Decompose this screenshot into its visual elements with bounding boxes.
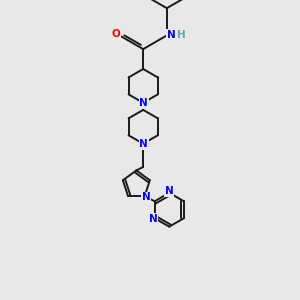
- Text: H: H: [177, 30, 186, 40]
- Text: N: N: [149, 214, 158, 224]
- Text: N: N: [167, 30, 175, 40]
- Text: O: O: [112, 29, 121, 39]
- Text: N: N: [165, 187, 174, 196]
- Text: N: N: [142, 192, 151, 202]
- Text: N: N: [140, 98, 148, 108]
- Text: N: N: [140, 139, 148, 149]
